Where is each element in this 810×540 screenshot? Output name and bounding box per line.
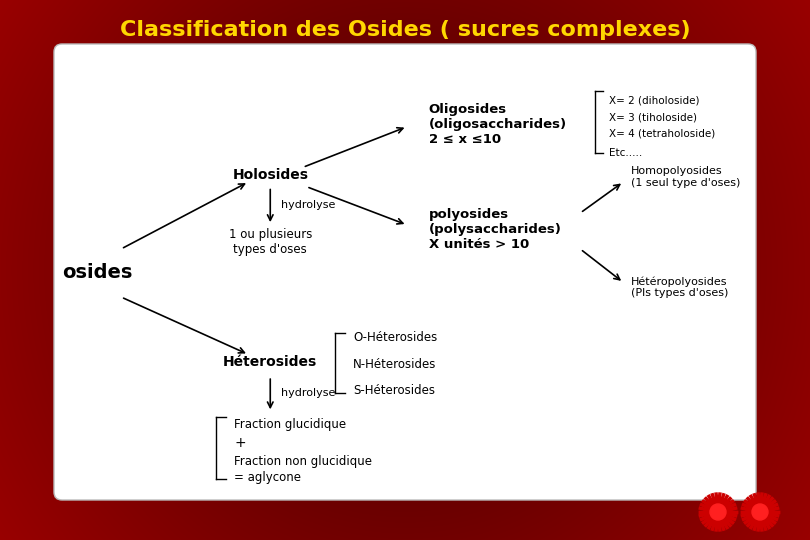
Circle shape [710, 504, 726, 520]
Text: N-Héterosides: N-Héterosides [353, 357, 437, 370]
Text: Fraction non glucidique: Fraction non glucidique [234, 455, 373, 468]
FancyBboxPatch shape [54, 44, 756, 500]
Text: Homopolyosides
(1 seul type d'oses): Homopolyosides (1 seul type d'oses) [631, 166, 740, 188]
Circle shape [752, 504, 768, 520]
Text: Hétéropolyosides
(Pls types d'oses): Hétéropolyosides (Pls types d'oses) [631, 276, 728, 299]
Text: Classification des Osides ( sucres complexes): Classification des Osides ( sucres compl… [120, 20, 690, 40]
Text: X= 2 (diholoside): X= 2 (diholoside) [609, 95, 700, 105]
Text: +: + [234, 436, 246, 450]
Text: S-Héterosides: S-Héterosides [353, 384, 435, 397]
Text: O-Héterosides: O-Héterosides [353, 332, 437, 345]
Text: Oligosides
(oligosaccharides)
2 ≤ x ≤10: Oligosides (oligosaccharides) 2 ≤ x ≤10 [428, 103, 567, 146]
Text: 1 ou plusieurs
types d'oses: 1 ou plusieurs types d'oses [228, 228, 312, 256]
Text: hydrolyse: hydrolyse [281, 200, 335, 210]
Text: osides: osides [62, 264, 132, 282]
Text: Héterosides: Héterosides [223, 355, 318, 369]
Circle shape [746, 498, 774, 526]
Text: Holosides: Holosides [232, 167, 309, 181]
Text: X= 3 (tiholoside): X= 3 (tiholoside) [609, 112, 697, 122]
Text: hydrolyse: hydrolyse [281, 388, 335, 398]
Text: Fraction glucidique: Fraction glucidique [234, 418, 347, 431]
Circle shape [704, 498, 732, 526]
Text: polyosides
(polysaccharides)
X unités > 10: polyosides (polysaccharides) X unités > … [428, 208, 561, 251]
Text: Etc.....: Etc..... [609, 148, 642, 158]
Text: = aglycone: = aglycone [234, 471, 301, 484]
Text: X= 4 (tetraholoside): X= 4 (tetraholoside) [609, 129, 715, 139]
